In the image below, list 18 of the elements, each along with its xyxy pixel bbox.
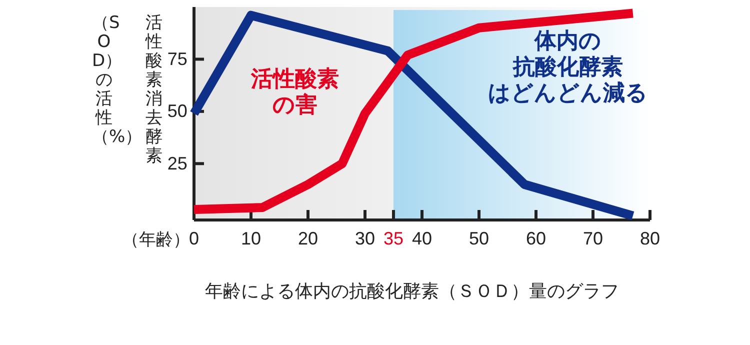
x-axis-title: （年齢） (122, 230, 190, 250)
x-tick-label: 80 (640, 228, 660, 249)
x-tick-label: 60 (526, 228, 546, 249)
series-label: 体内の抗酸化酵素はどんどん減る (488, 29, 648, 106)
x-tick-label: 50 (468, 228, 490, 249)
text: 年齢による体内の抗酸化酵素（ＳＯＤ）量のグラフ (205, 281, 619, 302)
x-tick-label: 10 (240, 228, 262, 249)
y-tick-label: 75 (167, 48, 188, 69)
x-tick-label: 30 (354, 228, 376, 249)
y-tick-label: 50 (167, 101, 188, 122)
x-tick-label: 20 (298, 228, 318, 249)
x-tick-label: 70 (582, 228, 604, 249)
x-tick-label: 0 (188, 228, 200, 249)
series-label: 活性酸素の害 (250, 67, 339, 118)
text: 活性酸素消去酵素（SOD）の活性（%） (92, 13, 162, 166)
y-tick-label: 25 (167, 153, 188, 174)
x-tick-label: 35 (383, 228, 404, 249)
x-tick-label: 40 (412, 228, 432, 249)
